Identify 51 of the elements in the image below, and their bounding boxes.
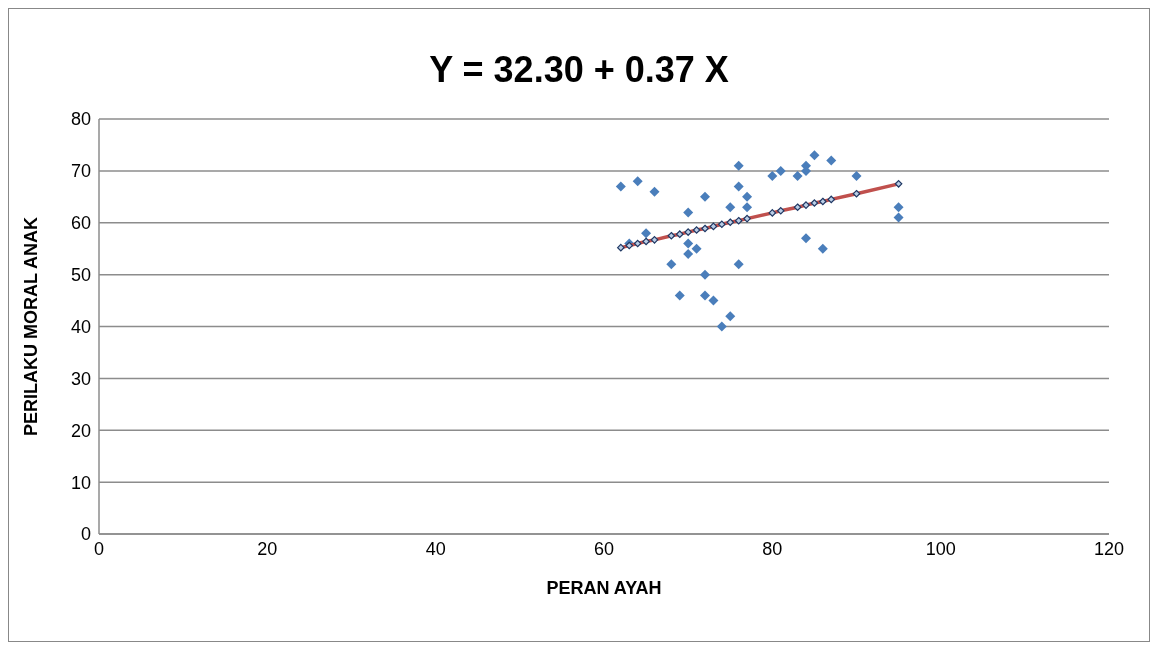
y-tick-label: 80	[70, 109, 91, 130]
point	[893, 202, 904, 213]
point	[649, 186, 660, 197]
point	[742, 191, 753, 202]
point	[733, 160, 744, 171]
point	[851, 171, 862, 182]
point	[809, 150, 820, 161]
point	[725, 311, 736, 322]
y-tick-label: 40	[70, 316, 91, 337]
point	[700, 269, 710, 280]
point	[691, 243, 702, 254]
point	[683, 238, 694, 249]
y-tick-label: 70	[70, 161, 91, 182]
point	[632, 176, 643, 187]
x-tick-label: 80	[762, 538, 783, 559]
point	[826, 155, 837, 166]
y-tick-label: 60	[70, 213, 91, 234]
point	[716, 321, 727, 332]
point	[792, 171, 803, 182]
point	[767, 171, 778, 182]
y-axis-title: PERILAKU MORAL ANAK	[21, 217, 42, 436]
point	[641, 228, 652, 239]
x-tick-label: 40	[425, 538, 446, 559]
point	[801, 233, 811, 244]
x-axis-title: PERAN AYAH	[546, 578, 662, 598]
y-tick-label: 30	[70, 368, 91, 389]
x-tick-label: 100	[925, 538, 956, 559]
x-tick-label: 120	[1093, 538, 1125, 559]
point	[666, 259, 677, 270]
point	[615, 181, 626, 192]
x-tick-label: 0	[93, 538, 105, 559]
chart-title: Y = 32.30 + 0.37 X	[428, 49, 730, 91]
y-tick-label: 0	[80, 524, 91, 545]
point	[817, 243, 828, 254]
point	[683, 207, 694, 218]
point	[733, 259, 744, 270]
y-tick-label: 20	[70, 420, 91, 441]
y-tick-label: 50	[70, 265, 91, 286]
y-tick-label: 10	[70, 472, 91, 493]
point	[733, 181, 744, 192]
point	[775, 165, 786, 176]
point	[742, 202, 753, 213]
point	[700, 191, 710, 202]
point	[674, 290, 685, 301]
x-tick-label: 60	[593, 538, 615, 559]
point	[683, 248, 694, 259]
point	[725, 202, 736, 213]
point	[700, 290, 710, 301]
point	[893, 212, 904, 223]
x-tick-label: 20	[257, 538, 278, 559]
point	[708, 295, 719, 306]
